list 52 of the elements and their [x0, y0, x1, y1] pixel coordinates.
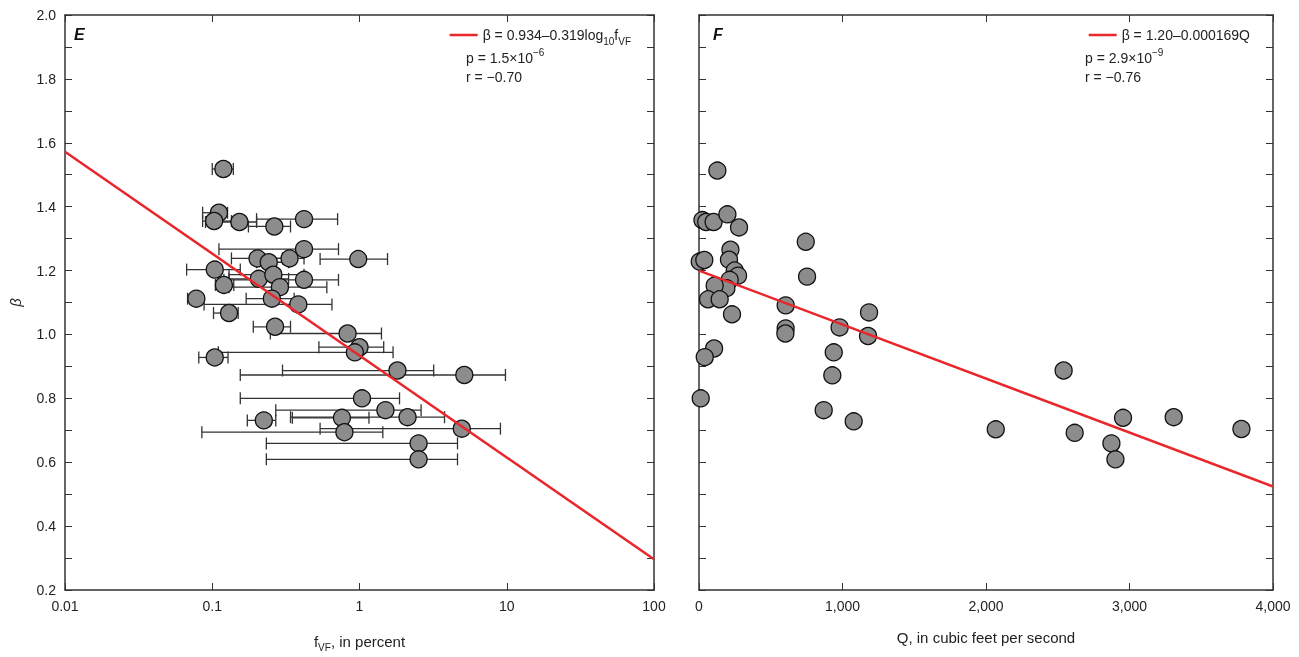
x-tick-label: 0.01 — [51, 598, 79, 614]
point — [796, 232, 815, 251]
point — [844, 412, 863, 431]
point — [1054, 361, 1073, 380]
point — [722, 305, 742, 324]
point — [814, 401, 833, 420]
point — [704, 212, 723, 232]
point — [729, 218, 749, 237]
point — [824, 343, 843, 362]
point — [797, 267, 817, 286]
y-tick-label: 1.6 — [36, 134, 57, 151]
point — [691, 389, 710, 408]
y-tick-label: 0.6 — [36, 454, 57, 471]
point — [1113, 408, 1133, 427]
y-tick-label: 2.0 — [36, 7, 57, 23]
y-tick-label: 1.0 — [36, 326, 57, 343]
point — [1065, 423, 1084, 442]
x-tick-label: 10 — [498, 598, 515, 614]
point — [718, 205, 737, 224]
text: E — [74, 25, 86, 43]
x-tick-label: 1 — [355, 598, 364, 614]
point — [695, 347, 714, 367]
point — [859, 303, 879, 322]
x-tick-label: 0 — [695, 598, 704, 614]
point — [1164, 408, 1183, 427]
text: F — [713, 25, 724, 43]
x-tick-label: 4,000 — [1255, 598, 1291, 614]
x-tick-label: 3,000 — [1111, 598, 1148, 614]
x-tick-label: 0.1 — [202, 598, 223, 614]
y-axis-title: β — [7, 297, 24, 308]
x-tick-label: 1,000 — [824, 598, 861, 614]
point — [776, 324, 795, 343]
point — [1232, 419, 1251, 439]
point — [1102, 434, 1121, 453]
x-tick-label: 2,000 — [968, 598, 1004, 614]
y-tick-label: 0.4 — [36, 518, 57, 535]
x-tick-label: 100 — [642, 598, 666, 614]
y-tick-label: 0.2 — [36, 582, 57, 598]
point — [823, 366, 842, 385]
point — [986, 420, 1005, 439]
x-axis-title: Q, in cubic feet per second — [896, 629, 1076, 646]
y-tick-label: 1.2 — [36, 262, 57, 279]
point — [695, 250, 714, 270]
point — [1106, 450, 1125, 469]
y-tick-label: 1.4 — [36, 198, 57, 215]
y-tick-label: 1.8 — [36, 70, 57, 87]
point — [708, 161, 727, 180]
point — [710, 290, 729, 309]
y-tick-label: 0.8 — [36, 390, 57, 407]
legend-label: β = 1.20–0.000169Q — [1121, 27, 1251, 43]
annotation: r = −0.76 — [1085, 69, 1142, 85]
annotation: r = −0.70 — [466, 69, 523, 85]
